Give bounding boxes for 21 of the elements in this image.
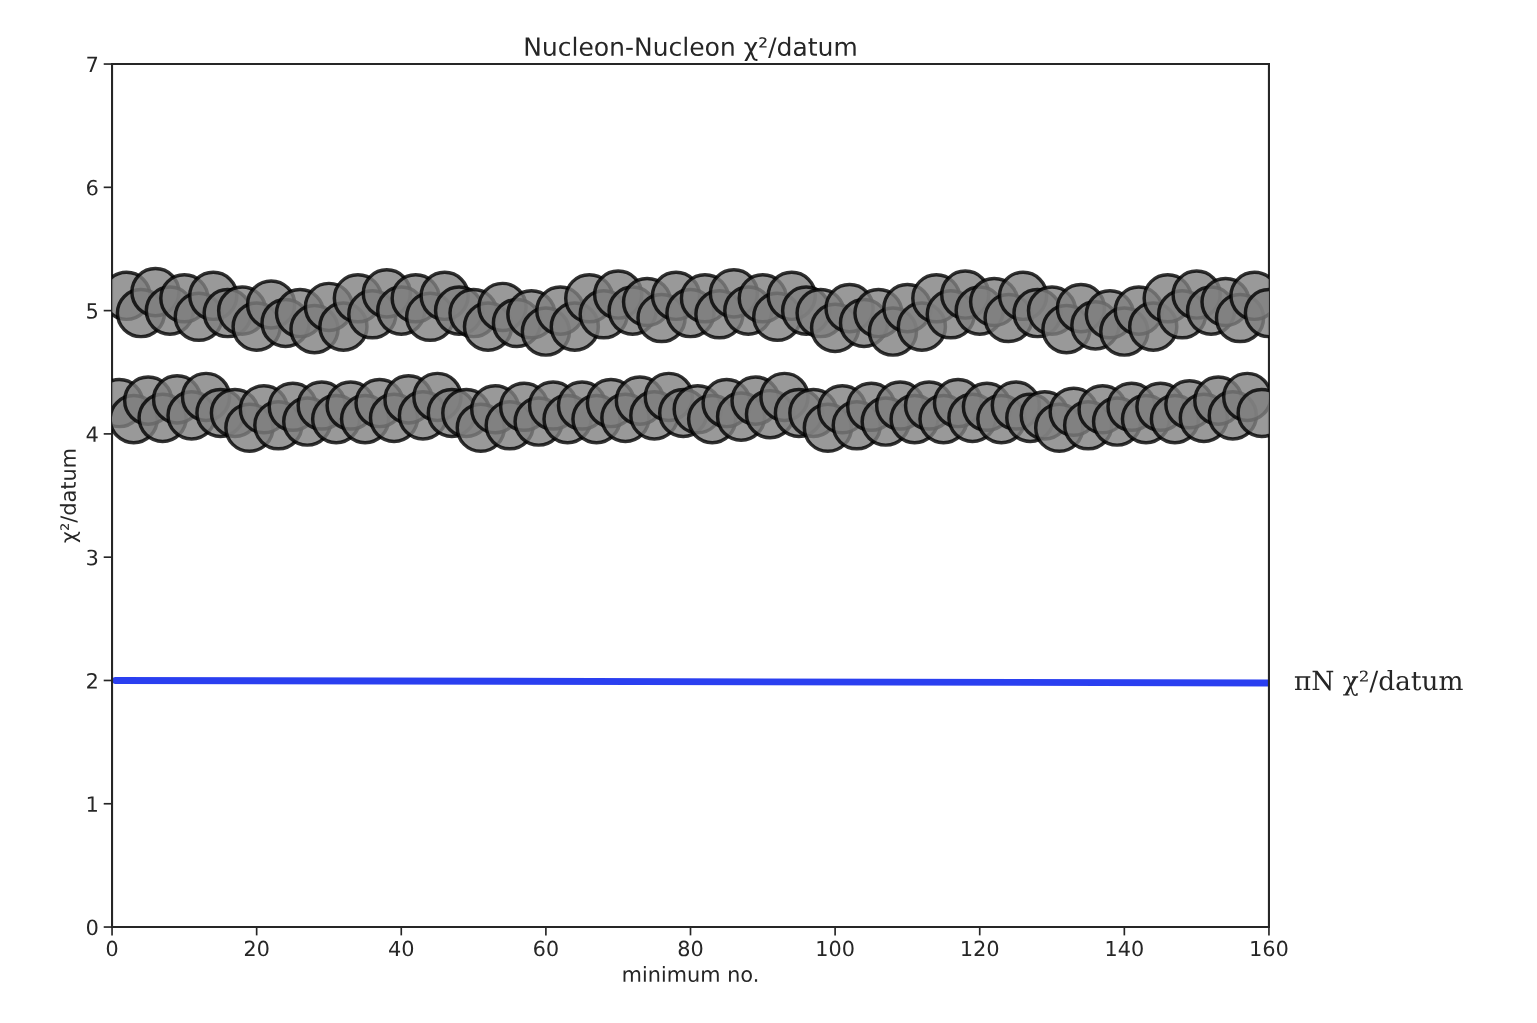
y-tick-label: 5 [87,303,98,319]
x-tick-label: 160 [1251,940,1288,957]
chart-title: Nucleon-Nucleon χ²/datum [525,36,856,61]
series-label: πN χ²/datum [1294,669,1463,696]
y-tick-label: 0 [86,919,98,936]
y-tick-label: 3 [87,549,98,566]
y-tick-label: 2 [87,672,97,689]
y-axis-title: χ²/datum [59,449,81,543]
x-tick-label: 120 [962,940,999,957]
x-axis-title: minimum no. [623,965,758,983]
y-tick-label: 4 [86,426,98,442]
x-tick-label: 0 [106,940,118,957]
x-tick-label: 20 [244,940,269,957]
y-tick-label: 6 [87,179,98,196]
x-tick-label: 100 [817,940,854,957]
y-tick-label: 1 [87,796,97,812]
x-tick-label: 40 [389,940,414,957]
x-tick-label: 60 [534,940,558,957]
x-tick-label: 80 [678,940,703,957]
y-tick-label: 7 [87,56,98,72]
x-tick-label: 140 [1106,940,1143,957]
